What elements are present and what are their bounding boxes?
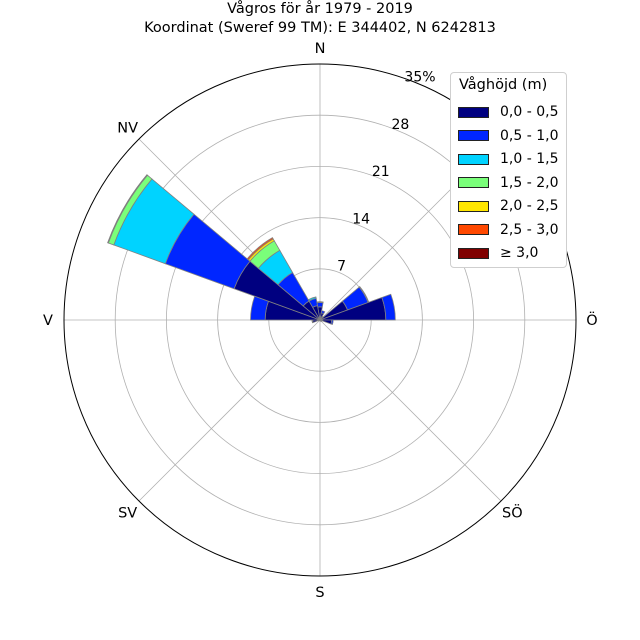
bar-80-class-1 (381, 293, 396, 321)
bar-300-class-4 (107, 174, 148, 244)
outer-ring (63, 63, 577, 577)
legend-item: 2,0 - 2,5 (458, 195, 558, 217)
radial-tick-label: 35% (404, 69, 435, 85)
grid-ring (165, 165, 475, 475)
legend-label: 2,5 - 3,0 (500, 221, 559, 238)
radial-tick-label: 21 (372, 164, 390, 180)
direction-label-SV: SV (118, 505, 137, 521)
radial-tick-label: 7 (337, 259, 346, 275)
bar-340-class-2 (307, 296, 317, 302)
legend-swatch (458, 130, 489, 141)
legend-label: 0,5 - 1,0 (500, 127, 559, 144)
legend-swatch (458, 106, 489, 118)
direction-label-SÖ: SÖ (502, 503, 523, 521)
legend-label: 0,0 - 0,5 (500, 104, 559, 120)
legend-label: ≥ 3,0 (500, 245, 539, 261)
legend-swatch (458, 224, 489, 235)
spoke-SÖ (319, 319, 502, 502)
bar-260-class-1 (311, 319, 314, 324)
grid-ring (217, 217, 423, 423)
legend-item: 0,5 - 1,0 (458, 125, 558, 147)
radial-tick-label: 28 (391, 117, 409, 133)
bar-0-class-2 (316, 301, 324, 304)
direction-label-N: N (315, 41, 326, 57)
direction-label-V: V (43, 313, 53, 329)
chart-subtitle: Koordinat (Sweref 99 TM): E 344402, N 62… (144, 20, 496, 36)
wave-rose-bars (107, 174, 396, 326)
direction-label-S: S (315, 585, 324, 601)
legend-label: 1,0 - 1,5 (500, 151, 559, 167)
legend-label: 1,5 - 2,0 (500, 174, 559, 191)
bar-320-class-5 (246, 237, 274, 261)
direction-label-NV: NV (117, 121, 138, 137)
legend-item: 1,0 - 1,5 (458, 148, 558, 170)
legend-swatch (458, 200, 489, 212)
legend-label: 2,0 - 2,5 (500, 198, 559, 214)
legend-item: 2,5 - 3,0 (458, 219, 558, 241)
legend-swatch (458, 177, 489, 188)
radial-tick-label: 14 (352, 211, 370, 227)
bar-20-class-1 (320, 310, 326, 315)
direction-label-Ö: Ö (586, 311, 597, 329)
grid-ring (114, 114, 526, 526)
legend-swatch (458, 247, 489, 259)
legend: Våghöjd (m) 0,0 - 0,5 0,5 - 1,0 1,0 - 1,5 1… (450, 72, 567, 268)
bar-100-class-1 (330, 319, 334, 326)
spoke-SV (138, 319, 321, 502)
legend-swatch (458, 153, 489, 165)
legend-item: 0,0 - 0,5 (458, 101, 558, 123)
legend-item: 1,5 - 2,0 (458, 172, 558, 194)
chart-title: Vågros för år 1979 - 2019 (227, 1, 413, 17)
legend-title: Våghöjd (m) (459, 77, 548, 93)
legend-item: ≥ 3,0 (458, 242, 538, 264)
